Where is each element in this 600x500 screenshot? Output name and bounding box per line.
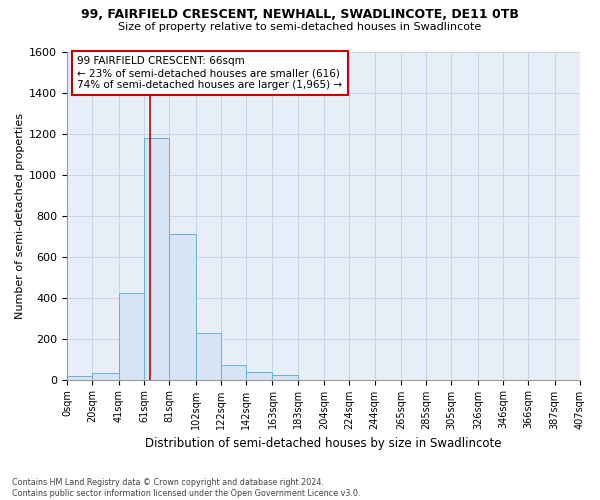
- Bar: [169, 234, 196, 380]
- Bar: [196, 334, 221, 380]
- Bar: [67, 376, 92, 380]
- Bar: [92, 374, 119, 380]
- Bar: [144, 138, 169, 380]
- Bar: [246, 372, 272, 380]
- Bar: [221, 365, 246, 380]
- Text: 99 FAIRFIELD CRESCENT: 66sqm
← 23% of semi-detached houses are smaller (616)
74%: 99 FAIRFIELD CRESCENT: 66sqm ← 23% of se…: [77, 56, 343, 90]
- Text: Contains HM Land Registry data © Crown copyright and database right 2024.
Contai: Contains HM Land Registry data © Crown c…: [12, 478, 361, 498]
- Y-axis label: Number of semi-detached properties: Number of semi-detached properties: [15, 112, 25, 318]
- X-axis label: Distribution of semi-detached houses by size in Swadlincote: Distribution of semi-detached houses by …: [145, 437, 502, 450]
- Bar: [272, 376, 298, 380]
- Text: 99, FAIRFIELD CRESCENT, NEWHALL, SWADLINCOTE, DE11 0TB: 99, FAIRFIELD CRESCENT, NEWHALL, SWADLIN…: [81, 8, 519, 20]
- Bar: [119, 294, 144, 380]
- Text: Size of property relative to semi-detached houses in Swadlincote: Size of property relative to semi-detach…: [118, 22, 482, 32]
